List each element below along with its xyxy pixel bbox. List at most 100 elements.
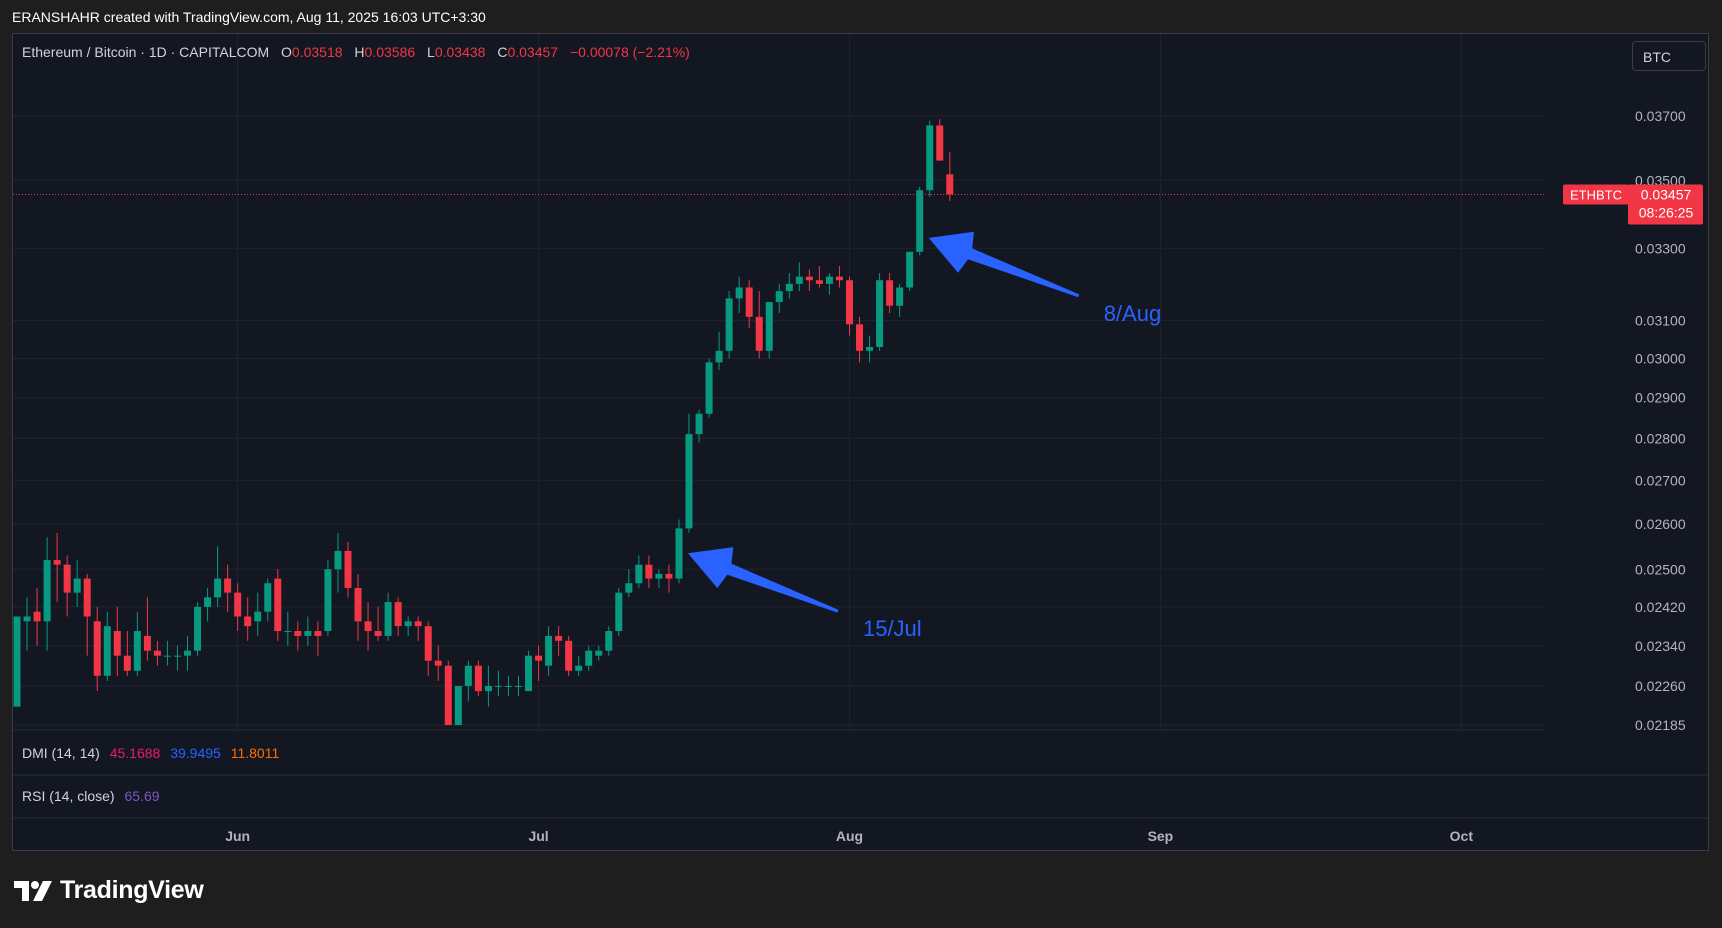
candle-body: [234, 592, 242, 617]
candle: [254, 592, 262, 636]
candle: [13, 616, 21, 707]
candle: [906, 251, 914, 292]
candle: [555, 626, 563, 656]
candle-body: [755, 316, 763, 351]
high-key: H: [354, 44, 365, 60]
candle: [33, 587, 41, 646]
low-value: 0.03438: [434, 44, 486, 60]
candle-body: [845, 280, 853, 325]
candle: [725, 291, 733, 359]
candle: [775, 283, 783, 314]
candle: [695, 409, 703, 443]
annotation-label: 8/Aug: [1104, 301, 1162, 326]
candle-body: [364, 621, 372, 632]
candle: [304, 616, 312, 646]
arrow-shaft: [963, 246, 1080, 298]
dmi-legend[interactable]: DMI (14, 14) 45.1688 39.9495 11.8011: [22, 745, 279, 761]
credit-line: ERANSHAHR created with TradingView.com, …: [12, 9, 486, 25]
candle: [414, 616, 422, 641]
candle: [856, 316, 864, 363]
candle: [334, 532, 342, 593]
rsi-legend[interactable]: RSI (14, close) 65.69: [22, 788, 160, 804]
candle-body: [595, 650, 603, 656]
candle-body: [454, 685, 462, 725]
countdown-text: 08:26:25: [1639, 205, 1694, 221]
candle: [153, 640, 161, 666]
candle: [113, 606, 121, 676]
candle: [876, 273, 884, 351]
y-tick-label: 0.03300: [1635, 240, 1686, 256]
dmi-value-3: 11.8011: [230, 745, 280, 761]
y-tick-label: 0.03700: [1635, 108, 1686, 124]
candle-body: [93, 621, 101, 676]
candle: [685, 413, 693, 533]
candle: [535, 645, 543, 681]
candle: [525, 650, 533, 692]
candle-body: [916, 190, 924, 252]
candle: [805, 269, 813, 292]
candle: [204, 587, 212, 622]
candle: [585, 645, 593, 671]
candle-body: [835, 276, 843, 281]
candle-body: [886, 280, 894, 306]
arrow-head: [928, 231, 974, 273]
candle: [274, 569, 282, 641]
candle-body: [585, 650, 593, 666]
candle: [675, 519, 683, 584]
candle: [886, 273, 894, 314]
candle-body: [133, 631, 141, 671]
candle: [916, 186, 924, 256]
candle: [785, 273, 793, 299]
candle-body: [184, 650, 192, 656]
candle: [615, 587, 623, 636]
candle-body: [404, 621, 412, 627]
candle: [595, 645, 603, 661]
candle: [605, 626, 613, 656]
y-tick-label: 0.03500: [1635, 172, 1686, 188]
candle-body: [785, 283, 793, 292]
y-tick-label: 0.02420: [1635, 599, 1686, 615]
candle: [705, 358, 713, 418]
chart-frame[interactable]: [12, 33, 1709, 851]
candle: [896, 283, 904, 317]
candle-body: [535, 655, 543, 661]
candle-body: [13, 616, 21, 707]
arrow-head: [687, 547, 734, 589]
candle-body: [23, 616, 31, 622]
candle: [73, 560, 81, 607]
candle: [515, 675, 522, 697]
tradingview-logo[interactable]: TradingView: [14, 876, 204, 905]
candle: [83, 573, 91, 656]
x-tick-label: Oct: [1450, 828, 1474, 844]
candle-body: [103, 626, 111, 676]
currency-button[interactable]: BTC: [1632, 41, 1706, 71]
candle: [103, 611, 111, 681]
candle-body: [504, 685, 512, 687]
candle-body: [685, 434, 693, 529]
candle: [565, 635, 573, 676]
arrow-shaft: [723, 562, 839, 613]
candle: [815, 265, 823, 288]
candle-body: [525, 655, 533, 692]
symbol-tag: ETHBTC: [1563, 184, 1629, 205]
candle-body: [244, 616, 252, 627]
candle: [835, 265, 843, 288]
candle-body: [665, 573, 673, 579]
candle: [93, 606, 101, 692]
symbol-name[interactable]: Ethereum / Bitcoin · 1D · CAPITALCOM: [22, 44, 270, 60]
candle-body: [906, 251, 914, 288]
close-value: 0.03457: [507, 44, 559, 60]
candle: [866, 335, 874, 363]
candle-body: [334, 550, 342, 570]
x-tick-label: Jul: [528, 828, 548, 844]
candle-body: [896, 287, 904, 306]
candle-body: [625, 583, 633, 593]
candle: [53, 532, 61, 603]
candle: [384, 592, 392, 641]
open-key: O: [281, 44, 292, 60]
annotation-arrow: [687, 547, 839, 613]
y-axis-ticks: 0.02185 0.02260 0.02340 0.02420 0.02500 0.026…: [1635, 108, 1686, 733]
symbol-legend[interactable]: Ethereum / Bitcoin · 1D · CAPITALCOM O 0.…: [22, 44, 690, 60]
candle: [394, 597, 402, 636]
